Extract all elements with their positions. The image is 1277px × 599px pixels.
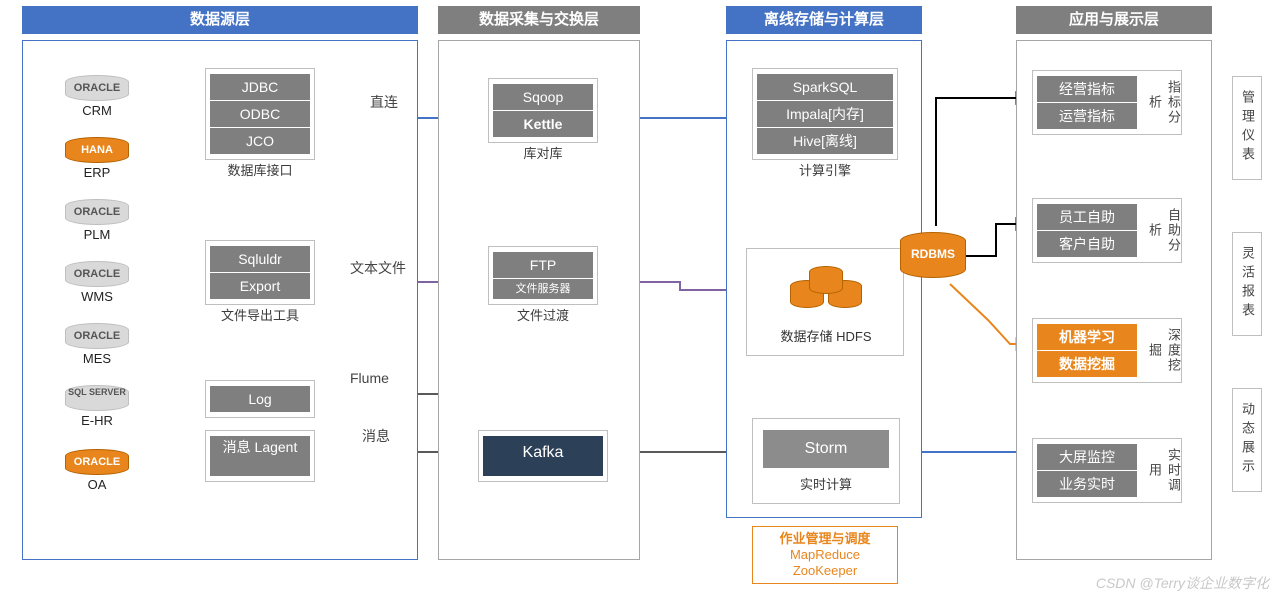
group-file: SqluldrExport文件导出工具 (205, 240, 315, 305)
db-cylinder: ORACLE (65, 323, 129, 349)
group-label: 数据库接口 (206, 160, 314, 179)
db-label: OA (62, 477, 132, 492)
app-group-1: 员工自助客户自助 自助分析 (1032, 198, 1182, 263)
engine-SparkSQL: SparkSQL (757, 74, 893, 100)
db-label: CRM (62, 103, 132, 118)
db-label: PLM (62, 227, 132, 242)
db-cylinder: ORACLE (65, 449, 129, 475)
column-header-2: 离线存储与计算层 (726, 6, 922, 34)
item-ODBC: ODBC (210, 101, 310, 127)
datasource-PLM: ORACLE PLM (62, 199, 132, 242)
app-tag: 自助分析 (1161, 203, 1183, 258)
datasource-CRM: ORACLE CRM (62, 75, 132, 118)
app-客户自助: 客户自助 (1037, 231, 1137, 257)
datasource-WMS: ORACLE WMS (62, 261, 132, 304)
item-Sqoop: Sqoop (493, 84, 593, 110)
arrow-label-直连: 直连 (370, 92, 398, 112)
db-label: ERP (62, 165, 132, 180)
db-cylinder: ORACLE (65, 261, 129, 287)
engine-Hive[离线]: Hive[离线] (757, 128, 893, 154)
datasource-OA: ORACLE OA (62, 449, 132, 492)
app-group-0: 经营指标运营指标 指标分析 (1032, 70, 1182, 135)
item-JCO: JCO (210, 128, 310, 154)
app-经营指标: 经营指标 (1037, 76, 1137, 102)
group-log: Log (205, 380, 315, 418)
app-数据挖掘: 数据挖掘 (1037, 351, 1137, 377)
db-label: E-HR (62, 413, 132, 428)
side-btn-0: 管理仪表 (1232, 76, 1262, 180)
item-Kafka: Kafka (483, 436, 603, 476)
app-tag: 实时调用 (1161, 443, 1183, 498)
engine-Impala[内存]: Impala[内存] (757, 101, 893, 127)
item-JDBC: JDBC (210, 74, 310, 100)
storm: Storm (763, 430, 889, 468)
arrow-label-消息: 消息 (362, 426, 390, 446)
app-group-2: 机器学习数据挖掘 深度挖掘 (1032, 318, 1182, 383)
item-消息 Lagent: 消息 Lagent (210, 436, 310, 476)
db-label: WMS (62, 289, 132, 304)
side-btn-2: 动态展示 (1232, 388, 1262, 492)
datasource-ERP: HANA ERP (62, 137, 132, 180)
app-大屏监控: 大屏监控 (1037, 444, 1137, 470)
app-tag: 指标分析 (1161, 75, 1183, 130)
db-cylinder: ORACLE (65, 199, 129, 225)
column-header-0: 数据源层 (22, 6, 418, 34)
item-文件服务器: 文件服务器 (493, 279, 593, 299)
group-label: 文件导出工具 (206, 305, 314, 324)
app-group-3: 大屏监控业务实时 实时调用 (1032, 438, 1182, 503)
db-label: MES (62, 351, 132, 366)
datasource-MES: ORACLE MES (62, 323, 132, 366)
group-label: 库对库 (489, 143, 597, 162)
db-cylinder: SQL SERVER (65, 385, 129, 411)
item-Sqluldr: Sqluldr (210, 246, 310, 272)
group-label: 计算引擎 (753, 160, 897, 179)
column-header-1: 数据采集与交换层 (438, 6, 640, 34)
hdfs-label: 数据存储 HDFS (760, 326, 892, 345)
hdfs-icon (790, 266, 864, 310)
app-员工自助: 员工自助 (1037, 204, 1137, 230)
item-Export: Export (210, 273, 310, 299)
db-cylinder: ORACLE (65, 75, 129, 101)
group-sqoop: SqoopKettle库对库 (488, 78, 598, 143)
column-header-3: 应用与展示层 (1016, 6, 1212, 34)
storm-label: 实时计算 (763, 474, 889, 493)
app-运营指标: 运营指标 (1037, 103, 1137, 129)
app-tag: 深度挖掘 (1161, 323, 1183, 378)
app-业务实时: 业务实时 (1037, 471, 1137, 497)
group-msg: 消息 Lagent (205, 430, 315, 482)
group-label: 文件过渡 (489, 305, 597, 324)
side-btn-1: 灵活报表 (1232, 232, 1262, 336)
arrow-label-Flume: Flume (350, 370, 389, 386)
item-FTP: FTP (493, 252, 593, 278)
db-cylinder: HANA (65, 137, 129, 163)
arrow-label-文本文件: 文本文件 (350, 258, 406, 278)
job-box: 作业管理与调度MapReduceZooKeeper (752, 526, 898, 584)
group-ftp: FTP文件服务器文件过渡 (488, 246, 598, 305)
item-Log: Log (210, 386, 310, 412)
app-机器学习: 机器学习 (1037, 324, 1137, 350)
rdbms: RDBMS (900, 232, 966, 278)
compute-engine: SparkSQLImpala[内存]Hive[离线]计算引擎 (752, 68, 898, 160)
datasource-E-HR: SQL SERVER E-HR (62, 385, 132, 428)
storm-box: Storm 实时计算 (752, 418, 900, 504)
watermark: CSDN @Terry谈企业数字化 (1096, 573, 1269, 593)
item-Kettle: Kettle (493, 111, 593, 137)
group-kafka: Kafka (478, 430, 608, 482)
group-jdbc: JDBCODBCJCO数据库接口 (205, 68, 315, 160)
